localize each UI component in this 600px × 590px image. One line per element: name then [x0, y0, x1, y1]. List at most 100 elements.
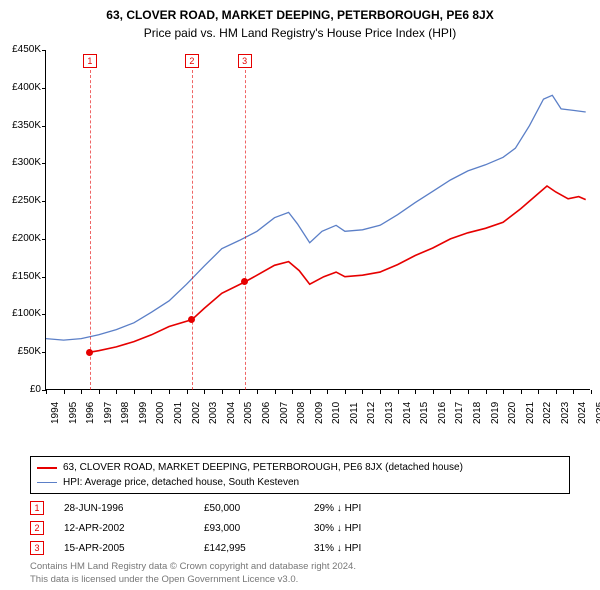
legend-row-hpi: HPI: Average price, detached house, Sout…: [37, 475, 563, 490]
series-hpi: [46, 95, 586, 340]
x-tick-label: 2009: [314, 402, 325, 424]
footer-line2: This data is licensed under the Open Gov…: [30, 574, 356, 586]
y-tick-mark: [42, 201, 46, 202]
y-tick-label: £400K: [1, 82, 41, 93]
y-tick-mark: [42, 50, 46, 51]
sales-row-1: 1 28-JUN-1996 £50,000 29% ↓ HPI: [30, 498, 414, 518]
x-tick-label: 2016: [437, 402, 448, 424]
legend-swatch-property: [37, 467, 57, 469]
x-tick-mark: [257, 390, 258, 394]
x-tick-label: 2000: [155, 402, 166, 424]
x-tick-label: 2005: [243, 402, 254, 424]
x-tick-label: 2024: [577, 402, 588, 424]
x-tick-label: 2013: [384, 402, 395, 424]
x-tick-label: 2007: [279, 402, 290, 424]
chart-subtitle: Price paid vs. HM Land Registry's House …: [0, 22, 600, 46]
x-tick-label: 1998: [120, 402, 131, 424]
x-tick-mark: [151, 390, 152, 394]
y-tick-label: £50K: [1, 346, 41, 357]
x-tick-label: 1994: [50, 402, 61, 424]
x-tick-mark: [116, 390, 117, 394]
x-tick-mark: [275, 390, 276, 394]
sale-marker-box: 1: [83, 54, 97, 68]
chart-container: 63, CLOVER ROAD, MARKET DEEPING, PETERBO…: [0, 0, 600, 590]
x-tick-label: 2018: [472, 402, 483, 424]
y-tick-mark: [42, 163, 46, 164]
x-tick-label: 2023: [560, 402, 571, 424]
sales-date-1: 28-JUN-1996: [64, 503, 204, 514]
sale-marker-line: [90, 70, 91, 390]
x-tick-mark: [362, 390, 363, 394]
x-tick-label: 2001: [173, 402, 184, 424]
x-tick-mark: [521, 390, 522, 394]
legend-label-property: 63, CLOVER ROAD, MARKET DEEPING, PETERBO…: [63, 462, 463, 473]
x-tick-mark: [187, 390, 188, 394]
y-tick-label: £200K: [1, 233, 41, 244]
footer-line1: Contains HM Land Registry data © Crown c…: [30, 561, 356, 573]
sale-marker-box: 3: [238, 54, 252, 68]
x-tick-label: 1996: [85, 402, 96, 424]
y-tick-mark: [42, 126, 46, 127]
legend-row-property: 63, CLOVER ROAD, MARKET DEEPING, PETERBO…: [37, 460, 563, 475]
x-tick-mark: [450, 390, 451, 394]
x-tick-label: 2003: [208, 402, 219, 424]
x-tick-mark: [573, 390, 574, 394]
sale-marker-box: 2: [185, 54, 199, 68]
y-tick-mark: [42, 314, 46, 315]
x-tick-label: 2015: [419, 402, 430, 424]
legend-swatch-hpi: [37, 482, 57, 483]
x-tick-label: 2002: [191, 402, 202, 424]
y-tick-label: £450K: [1, 44, 41, 55]
x-tick-label: 2021: [525, 402, 536, 424]
sale-marker-line: [192, 70, 193, 390]
x-tick-label: 2010: [331, 402, 342, 424]
x-tick-mark: [591, 390, 592, 394]
x-tick-mark: [46, 390, 47, 394]
sales-row-2: 2 12-APR-2002 £93,000 30% ↓ HPI: [30, 518, 414, 538]
y-tick-mark: [42, 88, 46, 89]
x-tick-label: 2019: [490, 402, 501, 424]
sales-marker-1: 1: [30, 501, 44, 515]
x-tick-label: 2012: [366, 402, 377, 424]
legend-label-hpi: HPI: Average price, detached house, Sout…: [63, 477, 299, 488]
y-tick-label: £100K: [1, 308, 41, 319]
y-tick-label: £250K: [1, 195, 41, 206]
sales-date-2: 12-APR-2002: [64, 523, 204, 534]
x-tick-mark: [345, 390, 346, 394]
x-tick-mark: [486, 390, 487, 394]
y-tick-label: £350K: [1, 120, 41, 131]
y-tick-mark: [42, 277, 46, 278]
x-tick-mark: [134, 390, 135, 394]
chart-title: 63, CLOVER ROAD, MARKET DEEPING, PETERBO…: [0, 0, 600, 22]
x-tick-mark: [292, 390, 293, 394]
x-tick-label: 2011: [349, 402, 360, 424]
chart-area: £0£50K£100K£150K£200K£250K£300K£350K£400…: [45, 50, 590, 420]
sales-marker-2: 2: [30, 521, 44, 535]
x-tick-mark: [81, 390, 82, 394]
x-tick-mark: [64, 390, 65, 394]
footer: Contains HM Land Registry data © Crown c…: [30, 561, 356, 586]
x-tick-mark: [468, 390, 469, 394]
x-tick-mark: [380, 390, 381, 394]
plot-region: £0£50K£100K£150K£200K£250K£300K£350K£400…: [45, 50, 590, 390]
y-tick-label: £150K: [1, 271, 41, 282]
sales-table: 1 28-JUN-1996 £50,000 29% ↓ HPI 2 12-APR…: [30, 498, 414, 558]
x-tick-mark: [398, 390, 399, 394]
sales-row-3: 3 15-APR-2005 £142,995 31% ↓ HPI: [30, 538, 414, 558]
sale-marker-line: [245, 70, 246, 390]
x-tick-label: 2014: [402, 402, 413, 424]
sales-pct-1: 29% ↓ HPI: [314, 503, 414, 514]
line-series-svg: [46, 50, 591, 390]
sales-price-1: £50,000: [204, 503, 314, 514]
sales-pct-3: 31% ↓ HPI: [314, 543, 414, 554]
y-tick-mark: [42, 352, 46, 353]
y-tick-label: £0: [1, 384, 41, 395]
x-tick-mark: [310, 390, 311, 394]
sales-price-2: £93,000: [204, 523, 314, 534]
y-tick-mark: [42, 239, 46, 240]
x-tick-mark: [222, 390, 223, 394]
x-tick-mark: [556, 390, 557, 394]
sales-pct-2: 30% ↓ HPI: [314, 523, 414, 534]
series-property: [90, 186, 586, 352]
y-tick-label: £300K: [1, 157, 41, 168]
